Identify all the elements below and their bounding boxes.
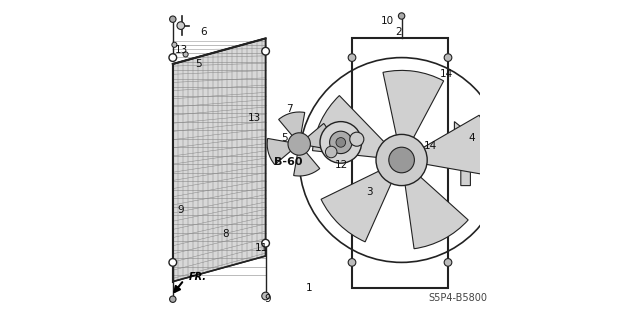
Circle shape [349,132,364,146]
Circle shape [444,54,452,61]
Wedge shape [300,124,331,149]
Text: 8: 8 [223,228,229,239]
Text: S5P4-B5800: S5P4-B5800 [429,292,488,303]
Text: 5: 5 [282,132,288,143]
Circle shape [348,259,356,266]
Circle shape [170,296,176,302]
Wedge shape [321,160,402,242]
Text: 5: 5 [195,59,202,69]
Wedge shape [278,112,305,144]
Circle shape [320,122,362,163]
Circle shape [444,259,452,266]
Polygon shape [454,122,470,186]
Wedge shape [383,70,444,160]
Wedge shape [312,96,402,160]
Circle shape [172,42,177,47]
Circle shape [262,292,269,300]
Wedge shape [268,139,300,164]
Circle shape [177,22,185,29]
Text: 11: 11 [254,243,268,253]
Text: 14: 14 [440,68,453,79]
Text: 13: 13 [248,113,261,124]
Text: 10: 10 [381,16,394,26]
Text: 6: 6 [200,27,207,37]
Text: 12: 12 [334,160,348,170]
Text: 1: 1 [306,283,312,293]
Circle shape [348,54,356,61]
Circle shape [330,131,352,154]
Circle shape [169,259,177,266]
Circle shape [389,147,415,173]
Circle shape [398,13,405,19]
Text: 9: 9 [264,294,271,304]
Circle shape [376,134,428,186]
Circle shape [326,146,337,158]
Text: 3: 3 [366,187,373,197]
Circle shape [288,133,310,155]
Circle shape [262,47,269,55]
Circle shape [336,138,346,147]
Wedge shape [294,144,320,176]
Circle shape [170,16,176,22]
Wedge shape [402,160,468,249]
Text: 9: 9 [178,204,184,215]
Text: 7: 7 [287,104,293,114]
Circle shape [169,54,177,61]
Text: 13: 13 [174,44,188,55]
Wedge shape [402,115,491,176]
Circle shape [262,239,269,247]
Text: B-60: B-60 [274,156,302,167]
Text: FR.: FR. [189,272,207,282]
Polygon shape [173,38,266,282]
Text: 4: 4 [468,132,476,143]
Text: 2: 2 [396,27,402,37]
Text: 14: 14 [424,140,437,151]
Circle shape [183,52,188,57]
